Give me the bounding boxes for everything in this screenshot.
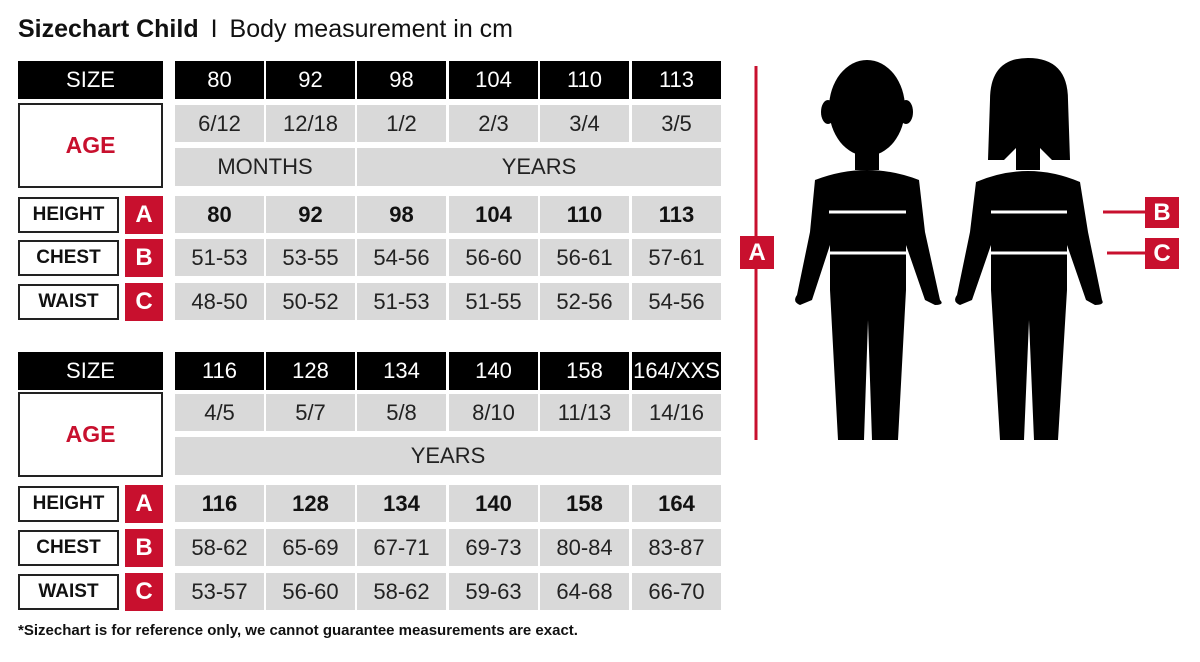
measure-lines bbox=[829, 210, 1067, 255]
height-cell: 110 bbox=[540, 196, 629, 233]
height-cell: 113 bbox=[632, 196, 721, 233]
height-marker-a: A bbox=[740, 236, 774, 269]
chest-cell: 65-69 bbox=[266, 529, 355, 566]
size-label: SIZE bbox=[18, 352, 163, 390]
waist-label: WAIST bbox=[18, 284, 119, 320]
size-header-cell: 110 bbox=[540, 61, 629, 99]
age-cell: 5/8 bbox=[357, 394, 446, 431]
chest-cell: 58-62 bbox=[175, 529, 264, 566]
age-cell: 5/7 bbox=[266, 394, 355, 431]
age-cell: 14/16 bbox=[632, 394, 721, 431]
size-header-cell: 98 bbox=[357, 61, 446, 99]
age-unit-cell: YEARS bbox=[175, 437, 721, 475]
height-cell: 80 bbox=[175, 196, 264, 233]
size-header-cell: 158 bbox=[540, 352, 629, 390]
waist-cell: 66-70 bbox=[632, 573, 721, 610]
waist-cell: 50-52 bbox=[266, 283, 355, 320]
age-cell: 6/12 bbox=[175, 105, 264, 142]
height-cell: 116 bbox=[175, 485, 264, 522]
chest-label: CHEST bbox=[18, 240, 119, 276]
chest-cell: 57-61 bbox=[632, 239, 721, 276]
chest-cell: 69-73 bbox=[449, 529, 538, 566]
age-cell: 3/4 bbox=[540, 105, 629, 142]
chest-cell: 67-71 bbox=[357, 529, 446, 566]
age-label: AGE bbox=[18, 103, 163, 188]
waist-cell: 58-62 bbox=[357, 573, 446, 610]
height-cell: 104 bbox=[449, 196, 538, 233]
age-cell: 8/10 bbox=[449, 394, 538, 431]
waist-cell: 48-50 bbox=[175, 283, 264, 320]
waist-cell: 54-56 bbox=[632, 283, 721, 320]
height-cell: 128 bbox=[266, 485, 355, 522]
chest-cell: 56-60 bbox=[449, 239, 538, 276]
age-cell: 12/18 bbox=[266, 105, 355, 142]
chest-label: CHEST bbox=[18, 530, 119, 566]
height-label: HEIGHT bbox=[18, 197, 119, 233]
height-label: HEIGHT bbox=[18, 486, 119, 522]
size-header-cell: 116 bbox=[175, 352, 264, 390]
size-header-cell: 164/XXS bbox=[632, 352, 721, 390]
age-cell: 4/5 bbox=[175, 394, 264, 431]
waist-letter: C bbox=[125, 283, 163, 321]
age-cell: 2/3 bbox=[449, 105, 538, 142]
waist-cell: 51-53 bbox=[357, 283, 446, 320]
waist-cell: 51-55 bbox=[449, 283, 538, 320]
title-main: Sizechart Child bbox=[18, 15, 199, 43]
age-cell: 1/2 bbox=[357, 105, 446, 142]
title-separator: I bbox=[210, 15, 218, 43]
title-subtitle: Body measurement in cm bbox=[229, 15, 513, 43]
waist-cell: 64-68 bbox=[540, 573, 629, 610]
waist-marker-c: C bbox=[1145, 238, 1179, 269]
chest-cell: 53-55 bbox=[266, 239, 355, 276]
chest-marker-b: B bbox=[1145, 197, 1179, 228]
size-header-cell: 80 bbox=[175, 61, 264, 99]
size-header-cell: 104 bbox=[449, 61, 538, 99]
chart-title: Sizechart Child I Body measurement in cm bbox=[18, 15, 513, 44]
chest-cell: 56-61 bbox=[540, 239, 629, 276]
size-header-cell: 128 bbox=[266, 352, 355, 390]
chest-cell: 54-56 bbox=[357, 239, 446, 276]
size-header-cell: 140 bbox=[449, 352, 538, 390]
chest-letter: B bbox=[125, 529, 163, 567]
waist-cell: 56-60 bbox=[266, 573, 355, 610]
footnote: *Sizechart is for reference only, we can… bbox=[18, 622, 578, 639]
height-letter: A bbox=[125, 196, 163, 234]
size-header-cell: 113 bbox=[632, 61, 721, 99]
height-cell: 134 bbox=[357, 485, 446, 522]
size-header-cell: 134 bbox=[357, 352, 446, 390]
height-cell: 92 bbox=[266, 196, 355, 233]
size-label: SIZE bbox=[18, 61, 163, 99]
waist-cell: 52-56 bbox=[540, 283, 629, 320]
waist-letter: C bbox=[125, 573, 163, 611]
chest-cell: 51-53 bbox=[175, 239, 264, 276]
waist-cell: 53-57 bbox=[175, 573, 264, 610]
height-cell: 158 bbox=[540, 485, 629, 522]
girl-silhouette bbox=[955, 58, 1103, 440]
age-unit-cell: YEARS bbox=[357, 148, 721, 186]
height-cell: 140 bbox=[449, 485, 538, 522]
age-unit-cell: MONTHS bbox=[175, 148, 355, 186]
age-label: AGE bbox=[18, 392, 163, 477]
height-cell: 164 bbox=[632, 485, 721, 522]
chest-letter: B bbox=[125, 239, 163, 277]
age-cell: 3/5 bbox=[632, 105, 721, 142]
age-cell: 11/13 bbox=[540, 394, 629, 431]
height-letter: A bbox=[125, 485, 163, 523]
size-header-cell: 92 bbox=[266, 61, 355, 99]
boy-silhouette bbox=[795, 60, 942, 440]
chest-cell: 80-84 bbox=[540, 529, 629, 566]
waist-label: WAIST bbox=[18, 574, 119, 610]
chest-cell: 83-87 bbox=[632, 529, 721, 566]
waist-cell: 59-63 bbox=[449, 573, 538, 610]
height-cell: 98 bbox=[357, 196, 446, 233]
